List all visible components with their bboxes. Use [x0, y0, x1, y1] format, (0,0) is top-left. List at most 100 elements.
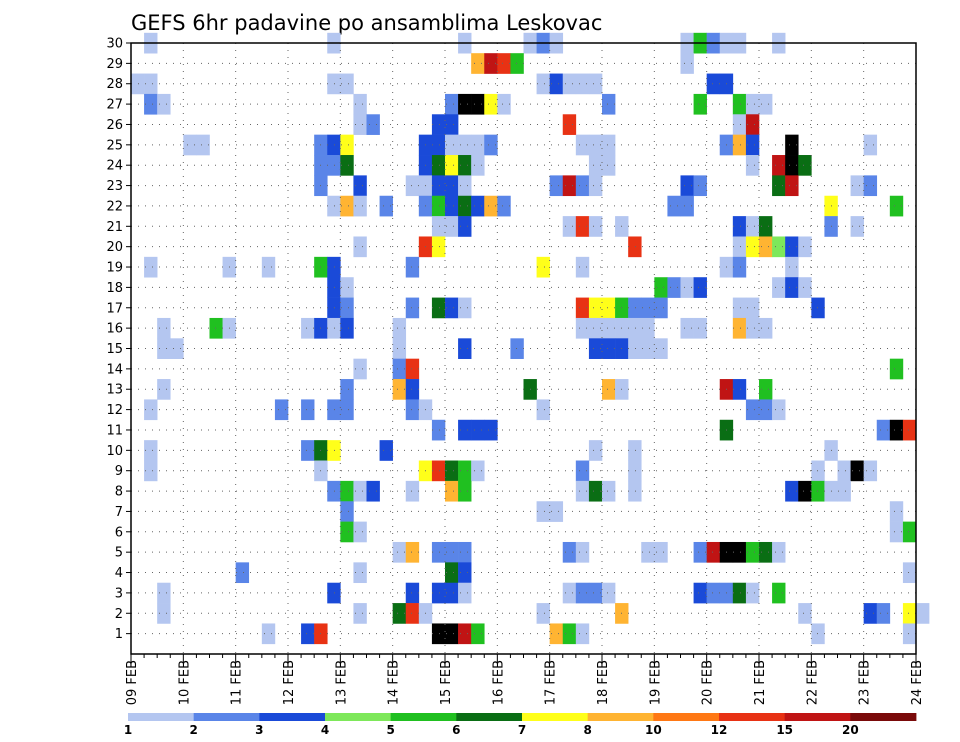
- heatmap-cell: [902, 419, 917, 441]
- heatmap-cell: [732, 256, 747, 278]
- heatmap-cell: [458, 419, 472, 441]
- heatmap-cell: [772, 399, 786, 421]
- y-tick-label: 23: [106, 179, 123, 194]
- heatmap-cell: [575, 541, 590, 563]
- x-tick-label: 11 FEB: [230, 660, 245, 705]
- heatmap-cell: [732, 216, 747, 237]
- heatmap-cell: [458, 582, 472, 604]
- heatmap-cell: [562, 73, 577, 95]
- heatmap-cell: [445, 460, 459, 482]
- heatmap-cell: [732, 297, 747, 319]
- heatmap-cell: [392, 603, 407, 624]
- heatmap-cell: [863, 603, 878, 624]
- heatmap-cell: [445, 93, 459, 115]
- heatmap-cell: [458, 93, 472, 115]
- heatmap-cell: [785, 155, 799, 176]
- heatmap-cell: [301, 440, 315, 461]
- heatmap-cell: [183, 134, 197, 156]
- heatmap-cell: [392, 317, 407, 339]
- heatmap-cell: [902, 603, 917, 624]
- heatmap-cell: [863, 175, 878, 197]
- heatmap-cell: [536, 501, 550, 522]
- heatmap-cell: [876, 603, 891, 624]
- heatmap-cell: [759, 379, 773, 400]
- heatmap-cell: [157, 379, 171, 400]
- heatmap-cell: [431, 134, 446, 156]
- heatmap-cell: [772, 236, 786, 258]
- heatmap-cell: [301, 317, 315, 339]
- heatmap-cell: [340, 277, 354, 298]
- heatmap-cell: [680, 53, 694, 74]
- heatmap-cell: [274, 399, 289, 421]
- heatmap-cell: [745, 155, 760, 176]
- heatmap-cell: [562, 175, 577, 197]
- y-tick-label: 3: [115, 586, 123, 601]
- heatmap-cell: [157, 93, 171, 115]
- heatmap-cell: [759, 216, 773, 237]
- heatmap-cell: [327, 480, 341, 502]
- heatmap-cell: [366, 480, 380, 502]
- heatmap-cell: [850, 175, 864, 197]
- y-tick-label: 30: [106, 37, 123, 52]
- heatmap-cell: [405, 480, 420, 502]
- heatmap-cell: [680, 175, 694, 197]
- heatmap-cell: [353, 114, 367, 135]
- y-tick-label: 12: [106, 403, 123, 418]
- heatmap-cell: [562, 216, 577, 237]
- heatmap-cell: [693, 541, 707, 563]
- y-tick-label: 7: [115, 505, 123, 520]
- heatmap-cell: [902, 521, 917, 543]
- heatmap-cell: [353, 195, 367, 217]
- y-tick-label: 11: [106, 423, 123, 438]
- y-tick-label: 4: [115, 566, 123, 581]
- colorbar-label: 12: [711, 723, 728, 737]
- heatmap-cell: [458, 134, 472, 156]
- heatmap-cell: [588, 317, 603, 339]
- colorbar-segment: [587, 713, 654, 721]
- heatmap-cell: [458, 480, 472, 502]
- y-tick-label: 9: [115, 464, 123, 479]
- x-tick-label: 20 FEB: [701, 660, 716, 705]
- heatmap-cell: [602, 93, 616, 115]
- heatmap-cell: [327, 155, 341, 176]
- y-axis: 1234567891011121314151617181920212223242…: [106, 37, 131, 642]
- heatmap-cell: [772, 175, 786, 197]
- heatmap-cell: [131, 73, 145, 95]
- heatmap-cell: [693, 175, 707, 197]
- heatmap-cell: [445, 297, 459, 319]
- heatmap-cell: [431, 541, 446, 563]
- x-axis: 09 FEB 10 FEB 11 FEB 12 FEB 13 FEB 14 FEB 15 F…: [125, 654, 925, 705]
- heatmap-cell: [785, 236, 799, 258]
- heatmap-cell: [196, 134, 210, 156]
- heatmap-cell: [706, 73, 721, 95]
- heatmap-cell: [588, 480, 603, 502]
- heatmap-cell: [902, 623, 917, 645]
- heatmap-cell: [732, 93, 747, 115]
- heatmap-cell: [392, 358, 407, 380]
- heatmap-cell: [732, 541, 747, 563]
- y-tick-label: 17: [106, 301, 123, 316]
- heatmap-cell: [458, 541, 472, 563]
- heatmap-cell: [301, 399, 315, 421]
- heatmap-cell: [562, 582, 577, 604]
- heatmap-cell: [732, 134, 747, 156]
- heatmap-cell: [641, 317, 655, 339]
- heatmap-cell: [445, 134, 459, 156]
- colorbar-segment: [784, 713, 851, 721]
- heatmap-cell: [327, 317, 341, 339]
- heatmap-cell: [144, 399, 158, 421]
- x-tick-label: 22 FEB: [805, 660, 820, 705]
- heatmap-cell: [340, 379, 354, 400]
- heatmap-cell: [889, 358, 904, 380]
- heatmap-cell: [732, 114, 747, 135]
- heatmap-cell: [588, 73, 603, 95]
- heatmap-cell: [680, 277, 694, 298]
- heatmap-cell: [588, 440, 603, 461]
- heatmap-cell: [340, 155, 354, 176]
- heatmap-cell: [340, 73, 354, 95]
- heatmap-cell: [811, 480, 825, 502]
- heatmap-cell: [431, 582, 446, 604]
- heatmap-cell: [588, 338, 603, 359]
- heatmap-cell: [405, 603, 420, 624]
